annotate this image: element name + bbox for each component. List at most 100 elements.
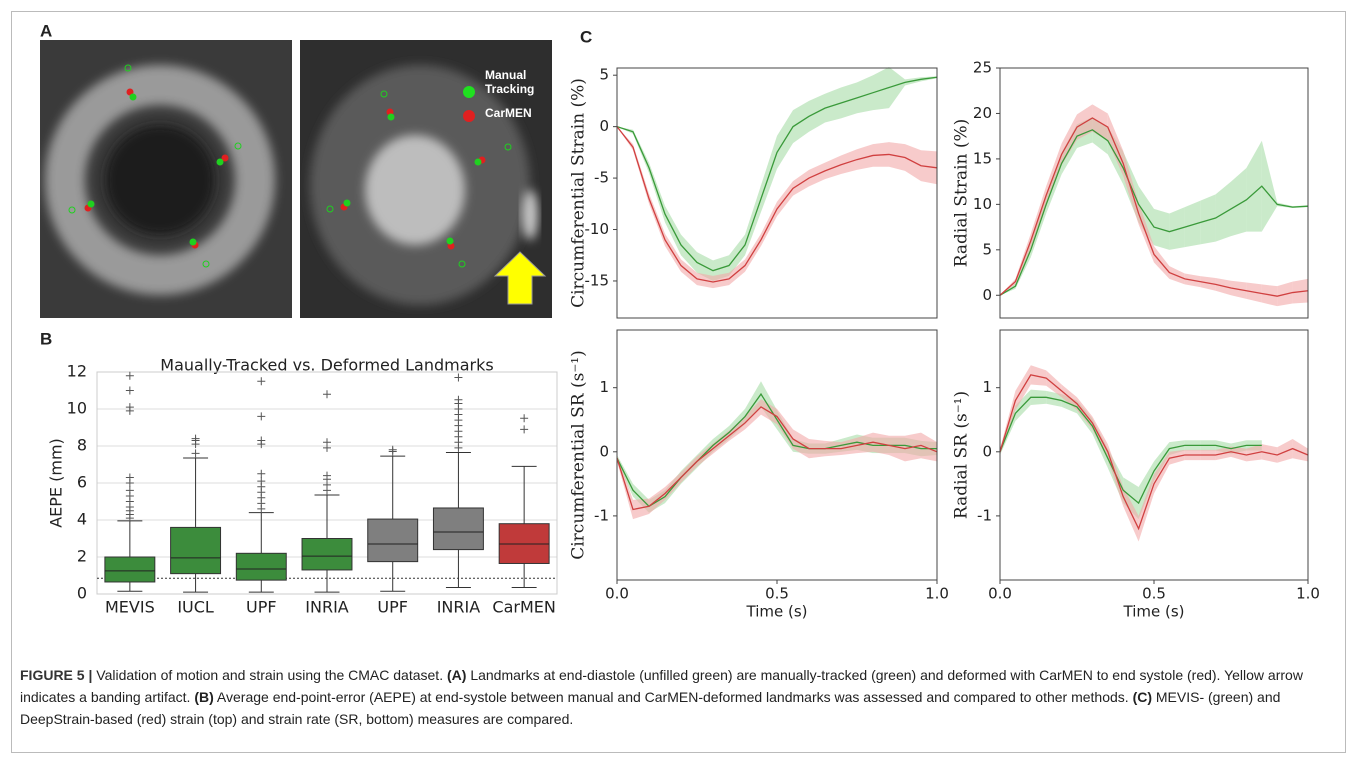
- line: [999, 129, 1309, 296]
- outlier: [257, 377, 266, 386]
- figure-caption: FIGURE 5 | Validation of motion and stra…: [20, 664, 1330, 730]
- confidence-band: [1123, 487, 1139, 542]
- caption-text: Landmarks at end-diastole (unfilled gree…: [20, 667, 1303, 705]
- figure-frame: [11, 11, 1346, 753]
- caption-panel-ref: (B): [194, 689, 214, 705]
- confidence-band: [1246, 140, 1262, 232]
- confidence-band: [889, 435, 905, 462]
- outlier: [454, 373, 463, 382]
- caption-text: Validation of motion and strain using th…: [96, 667, 444, 683]
- x-tick-label: 0.0: [605, 585, 629, 603]
- y-tick-label: -15: [585, 271, 610, 289]
- y-tick-label: 5: [982, 240, 992, 258]
- y-tick-label: 0: [599, 442, 609, 460]
- confidence-band: [889, 66, 905, 109]
- y-tick-label: 10: [973, 195, 992, 213]
- y-tick-label: 15: [973, 149, 992, 167]
- confidence-band: [857, 432, 873, 454]
- y-tick-label: -10: [585, 220, 610, 238]
- confidence-band: [1231, 168, 1247, 237]
- x-tick-label: UPF: [246, 598, 277, 617]
- line: [616, 406, 938, 511]
- outlier: [323, 390, 331, 399]
- confidence-band: [1261, 140, 1278, 232]
- legend-marker: [463, 86, 475, 98]
- y-tick-label: 5: [599, 66, 609, 84]
- plot-frame: [96, 371, 558, 595]
- outlier: [454, 395, 463, 404]
- line: [616, 392, 937, 508]
- confidence-band: [1138, 461, 1154, 520]
- line: [999, 374, 1309, 531]
- x-tick-label: MEVIS: [105, 598, 155, 617]
- box: [104, 556, 156, 583]
- y-tick-label: 4: [77, 510, 87, 529]
- y-axis-label: Radial Strain (%): [952, 119, 972, 268]
- line: [616, 126, 938, 283]
- outlier: [125, 486, 134, 495]
- outlier: [388, 445, 397, 454]
- confidence-band: [1000, 278, 1016, 296]
- line: [616, 76, 938, 272]
- legend-label: CarMEN: [485, 106, 532, 120]
- caption-panel-ref: (A): [446, 667, 467, 683]
- y-tick-label: 0: [599, 117, 609, 135]
- banding-arrow: [493, 251, 547, 305]
- box: [235, 552, 287, 581]
- outlier: [257, 412, 266, 421]
- y-tick-label: 0: [77, 584, 87, 603]
- outlier: [125, 386, 134, 395]
- box: [301, 538, 353, 571]
- line: [999, 117, 1309, 297]
- x-tick-label: IUCL: [177, 598, 214, 617]
- outlier: [257, 477, 266, 486]
- plot-frame: [999, 67, 1309, 319]
- y-tick-label: 10: [67, 399, 87, 418]
- y-tick-label: 1: [982, 378, 992, 396]
- y-tick-label: 0: [982, 442, 992, 460]
- box: [170, 526, 222, 575]
- mri-image-1: [40, 40, 292, 318]
- x-tick-label: 0.5: [765, 585, 789, 603]
- confidence-band: [905, 144, 921, 182]
- confidence-band: [1030, 365, 1047, 386]
- confidence-band: [1292, 438, 1308, 462]
- confidence-band: [1184, 200, 1201, 248]
- line: [999, 396, 1262, 505]
- box: [432, 507, 484, 551]
- confidence-band: [617, 455, 633, 497]
- outlier: [323, 438, 331, 447]
- y-tick-label: 1: [599, 378, 609, 396]
- outlier: [191, 434, 200, 443]
- x-axis-label: Time (s): [1123, 603, 1185, 621]
- y-tick-label: 0: [982, 286, 992, 304]
- caption-text: Average end-point-error (AEPE) at end-sy…: [216, 689, 1129, 705]
- x-tick-label: 1.0: [925, 585, 949, 603]
- y-axis-label: Circumferential Strain (%): [569, 78, 589, 308]
- caption-text: MEVIS- (green) and DeepStrain-based (red…: [20, 689, 1281, 727]
- caption-figure-label: FIGURE 5 |: [20, 667, 93, 683]
- outlier: [191, 449, 200, 458]
- x-tick-label: UPF: [377, 598, 408, 617]
- mri-image-2: [300, 40, 552, 318]
- outlier: [323, 471, 331, 480]
- y-tick-label: 20: [973, 104, 992, 122]
- x-tick-label: INRIA: [305, 598, 349, 617]
- x-tick-label: INRIA: [437, 598, 481, 617]
- y-axis-label: Radial SR (s⁻¹): [952, 391, 972, 519]
- outlier: [520, 414, 529, 423]
- outlier: [257, 469, 266, 478]
- y-tick-label: -1: [977, 506, 992, 524]
- x-tick-label: 0.5: [1142, 585, 1166, 603]
- confidence-band: [617, 126, 633, 151]
- outlier: [125, 403, 134, 412]
- y-tick-label: 2: [77, 547, 87, 566]
- confidence-band: [857, 75, 873, 114]
- y-tick-label: 8: [77, 436, 87, 455]
- outlier: [125, 473, 134, 482]
- plot-frame: [616, 67, 938, 319]
- x-axis-label: Time (s): [746, 603, 808, 621]
- confidence-band: [1215, 181, 1231, 242]
- confidence-band: [921, 432, 937, 462]
